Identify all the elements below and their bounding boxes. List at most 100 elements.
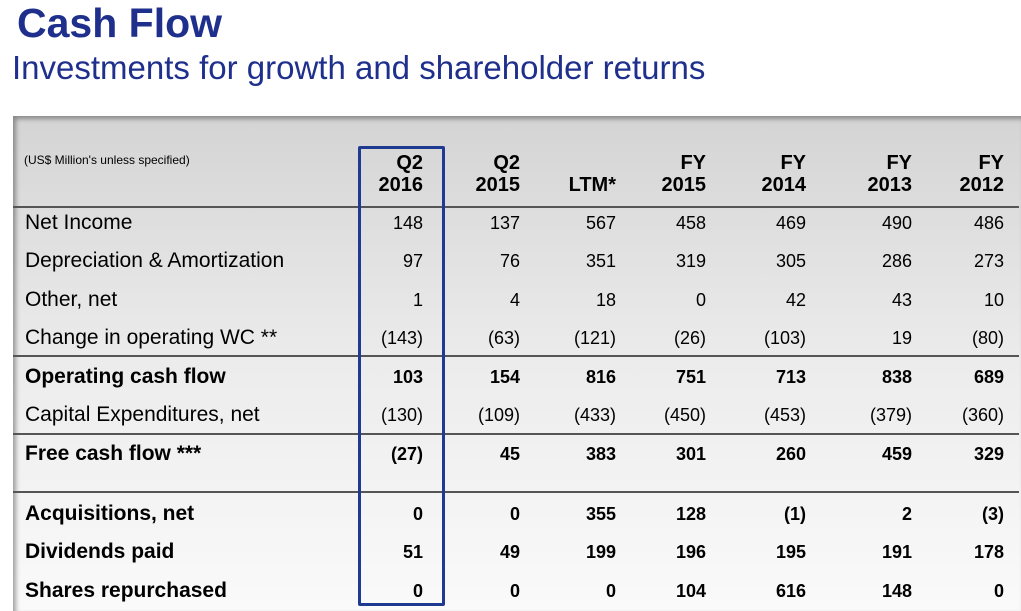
column-header: Q2 2016 — [333, 152, 424, 196]
table-cell: 486 — [973, 213, 1004, 233]
table-cell: 319 — [675, 251, 706, 271]
table-cell: 191 — [881, 542, 912, 562]
column-header-line2: 2015 — [475, 174, 521, 196]
column-header: LTM* — [526, 152, 616, 196]
table-cell: 43 — [891, 290, 912, 310]
table-cell: 42 — [785, 290, 806, 310]
table-cell: (379) — [869, 405, 912, 425]
table-cell: 178 — [973, 542, 1004, 562]
column-header-line2: 2016 — [378, 174, 424, 196]
column-header: FY 2014 — [716, 152, 807, 196]
returns-rule — [13, 491, 1019, 493]
table-cell: 49 — [499, 542, 520, 562]
table-cell: 199 — [585, 542, 616, 562]
table-cell: 751 — [675, 367, 706, 387]
row-label: Acquisitions, net — [25, 502, 195, 525]
row-label: Net Income — [25, 211, 133, 234]
table-cell: 383 — [585, 444, 616, 464]
table-cell: 458 — [675, 213, 706, 233]
column-header-line2: 2012 — [959, 174, 1005, 196]
column-header: FY 2015 — [616, 152, 707, 196]
free-cash-flow-rule — [13, 433, 1019, 435]
column-header-line2: 2014 — [761, 174, 807, 196]
table-cell: 4 — [509, 290, 520, 310]
table-cell: 196 — [675, 542, 706, 562]
page-title: Cash Flow — [17, 0, 223, 46]
table-cell: (1) — [784, 504, 806, 524]
units-note: (US$ Million's unless specified) — [24, 153, 190, 167]
table-cell: (103) — [763, 328, 806, 348]
table-cell: 0 — [412, 504, 423, 524]
column-header-line1: FY — [886, 152, 912, 174]
row-label: Capital Expenditures, net — [25, 403, 260, 426]
table-panel — [13, 116, 1021, 611]
table-cell: 195 — [775, 542, 806, 562]
table-cell: 260 — [775, 444, 806, 464]
column-header-line2: 2015 — [661, 174, 707, 196]
table-cell: 713 — [775, 367, 806, 387]
table-cell: 305 — [775, 251, 806, 271]
table-cell: 351 — [585, 251, 616, 271]
table-cell: (130) — [380, 405, 423, 425]
table-cell: (3) — [982, 504, 1004, 524]
table-cell: 490 — [881, 213, 912, 233]
column-header-line1: FY — [680, 152, 706, 174]
table-cell: 0 — [695, 290, 706, 310]
column-header-line1: Q2 — [396, 152, 423, 174]
table-cell: 0 — [993, 581, 1004, 601]
table-cell: 0 — [605, 581, 616, 601]
table-cell: 0 — [412, 581, 423, 601]
table-cell: 329 — [973, 444, 1004, 464]
table-cell: 18 — [595, 290, 616, 310]
table-cell: 459 — [881, 444, 912, 464]
column-header-line1 — [526, 152, 616, 174]
row-label: Operating cash flow — [25, 365, 226, 388]
table-cell: 19 — [891, 328, 912, 348]
table-cell: 137 — [489, 213, 520, 233]
row-label: Free cash flow *** — [25, 442, 202, 465]
table-cell: (450) — [663, 405, 706, 425]
column-header: FY 2013 — [822, 152, 913, 196]
table-cell: 0 — [509, 581, 520, 601]
table-cell: 816 — [585, 367, 616, 387]
table-cell: (433) — [573, 405, 616, 425]
table-cell: (80) — [971, 328, 1004, 348]
row-label: Other, net — [25, 288, 118, 311]
table-cell: 567 — [585, 213, 616, 233]
row-label: Dividends paid — [25, 540, 175, 563]
table-cell: (26) — [673, 328, 706, 348]
table-cell: (27) — [390, 444, 423, 464]
table-cell: 0 — [509, 504, 520, 524]
table-cell: 273 — [973, 251, 1004, 271]
table-cell: (63) — [487, 328, 520, 348]
table-cell: 1 — [412, 290, 423, 310]
row-label: Shares repurchased — [25, 579, 227, 602]
table-cell: (121) — [573, 328, 616, 348]
table-cell: 128 — [675, 504, 706, 524]
column-header-line2: LTM* — [568, 174, 616, 196]
table-cell: 301 — [675, 444, 706, 464]
column-header-line1: Q2 — [493, 152, 520, 174]
table-cell: 838 — [881, 367, 912, 387]
column-header-line1: FY — [978, 152, 1004, 174]
column-header: Q2 2015 — [430, 152, 521, 196]
column-header-line2: 2013 — [867, 174, 913, 196]
column-header: FY 2012 — [914, 152, 1005, 196]
page-subtitle: Investments for growth and shareholder r… — [12, 49, 706, 86]
table-cell: 148 — [392, 213, 423, 233]
table-cell: 45 — [499, 444, 520, 464]
table-cell: 2 — [901, 504, 912, 524]
table-cell: 10 — [983, 290, 1004, 310]
table-cell: (453) — [763, 405, 806, 425]
subtotal-rule — [13, 355, 1019, 357]
row-label: Depreciation & Amortization — [25, 249, 285, 272]
table-cell: (143) — [380, 328, 423, 348]
table-cell: 154 — [489, 367, 520, 387]
column-header-line1: FY — [780, 152, 806, 174]
table-cell: 355 — [585, 504, 616, 524]
row-label: Change in operating WC ** — [25, 326, 278, 349]
table-cell: 286 — [881, 251, 912, 271]
table-cell: 148 — [881, 581, 912, 601]
table-cell: (109) — [477, 405, 520, 425]
table-cell: 469 — [775, 213, 806, 233]
